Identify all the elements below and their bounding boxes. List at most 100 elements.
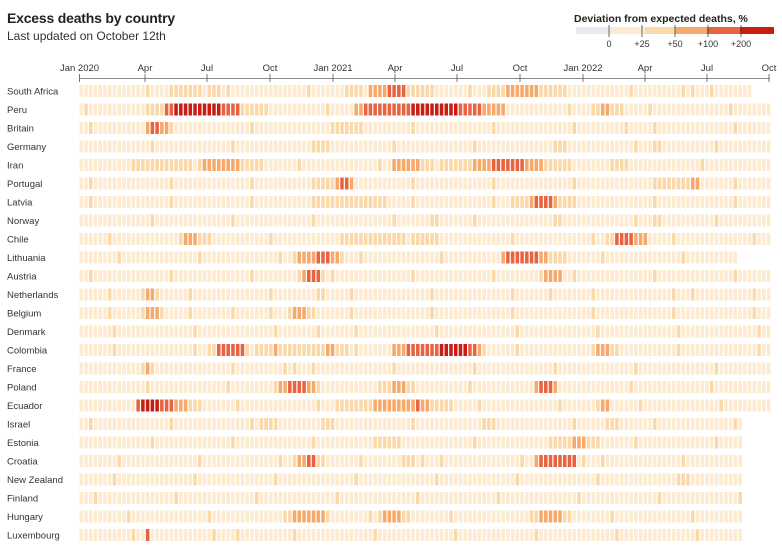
heatmap-cell	[288, 85, 292, 97]
heatmap-cell	[340, 436, 344, 449]
heatmap-cell	[501, 122, 505, 134]
heatmap-cell	[695, 196, 700, 208]
heatmap-cell	[278, 122, 283, 134]
heatmap-cell	[382, 196, 387, 208]
heatmap-cell	[117, 418, 121, 430]
heatmap-cell	[738, 307, 742, 319]
heatmap-cell	[477, 233, 482, 245]
heatmap-cell	[605, 455, 610, 467]
heatmap-cell	[596, 399, 600, 412]
heatmap-cell	[638, 473, 643, 486]
heatmap-cell	[705, 103, 709, 116]
heatmap-cell	[107, 140, 112, 153]
heatmap-cell	[259, 381, 264, 393]
heatmap-cell	[363, 214, 368, 227]
heatmap-cell	[728, 251, 733, 264]
heatmap-cell	[686, 381, 690, 393]
heatmap-cell	[558, 492, 562, 504]
heatmap-cell	[226, 140, 230, 153]
heatmap-cell	[624, 214, 629, 227]
heatmap-cell	[254, 418, 259, 430]
heatmap-cell	[477, 455, 482, 467]
heatmap-cell	[141, 436, 145, 449]
heatmap-cell	[449, 214, 453, 227]
heatmap-cell	[136, 381, 140, 393]
heatmap-cell	[487, 122, 491, 134]
heatmap-cell	[311, 418, 316, 430]
heatmap-cell	[672, 381, 676, 393]
heatmap-cell	[363, 196, 368, 208]
heatmap-cell	[719, 307, 723, 319]
heatmap-cell	[558, 103, 562, 116]
heatmap-cell	[719, 455, 723, 467]
heatmap-cell	[155, 325, 159, 338]
heatmap-cell	[221, 122, 226, 134]
heatmap-cell	[558, 270, 562, 282]
heatmap-cell	[605, 177, 610, 190]
heatmap-cell	[174, 196, 178, 208]
heatmap-cell	[506, 159, 510, 171]
heatmap-cell	[325, 344, 330, 356]
heatmap-cell	[463, 399, 467, 412]
heatmap-cell	[676, 85, 681, 97]
heatmap-cell	[416, 436, 420, 449]
heatmap-cell	[577, 288, 581, 301]
heatmap-cell	[79, 159, 84, 171]
heatmap-cell	[629, 140, 633, 153]
heatmap-cell	[439, 270, 444, 282]
heatmap-cell	[359, 418, 363, 430]
heatmap-cell	[477, 159, 482, 171]
heatmap-cell	[231, 196, 235, 208]
heatmap-cell	[600, 251, 605, 264]
heatmap-cell	[292, 307, 297, 319]
heatmap-cell	[368, 362, 373, 375]
heatmap-cell	[672, 473, 676, 486]
heatmap-cell	[591, 85, 595, 97]
heatmap-cell	[747, 307, 752, 319]
heatmap-cell	[259, 270, 264, 282]
heatmap-cell	[728, 418, 733, 430]
heatmap-cell	[273, 307, 278, 319]
heatmap-cell	[757, 140, 761, 153]
heatmap-cell	[288, 529, 292, 541]
heatmap-cell	[695, 251, 700, 264]
heatmap-cell	[273, 177, 278, 190]
heatmap-cell	[335, 177, 339, 190]
heatmap-cell	[288, 103, 292, 116]
heatmap-cell	[449, 492, 453, 504]
heatmap-cell	[487, 325, 491, 338]
heatmap-cell	[634, 159, 638, 171]
heatmap-cell	[264, 103, 268, 116]
heatmap-cell	[325, 288, 330, 301]
heatmap-cell	[330, 529, 335, 541]
heatmap-cell	[724, 473, 728, 486]
heatmap-cell	[662, 529, 667, 541]
heatmap-cell	[216, 288, 221, 301]
heatmap-cell	[335, 214, 339, 227]
heatmap-cell	[84, 492, 88, 504]
heatmap-cell	[747, 399, 752, 412]
heatmap-cell	[136, 122, 140, 134]
heatmap-cell	[321, 196, 325, 208]
heatmap-cell	[325, 251, 330, 264]
heatmap-cell	[529, 455, 534, 467]
heatmap-cell	[615, 177, 619, 190]
heatmap-cell	[615, 140, 619, 153]
heatmap-cell	[202, 233, 207, 245]
heatmap-cell	[131, 288, 136, 301]
heatmap-cell	[657, 233, 662, 245]
heatmap-cell	[719, 122, 723, 134]
heatmap-cell	[321, 436, 325, 449]
heatmap-cell	[472, 85, 477, 97]
heatmap-cell	[458, 381, 463, 393]
heatmap-cell	[648, 344, 652, 356]
heatmap-cell	[629, 492, 633, 504]
heatmap-cell	[254, 103, 259, 116]
heatmap-cell	[226, 103, 230, 116]
heatmap-cell	[430, 159, 434, 171]
heatmap-cell	[453, 196, 458, 208]
heatmap-cell	[378, 159, 382, 171]
heatmap-cell	[544, 492, 548, 504]
heatmap-cell	[212, 510, 216, 523]
heatmap-cell	[605, 251, 610, 264]
